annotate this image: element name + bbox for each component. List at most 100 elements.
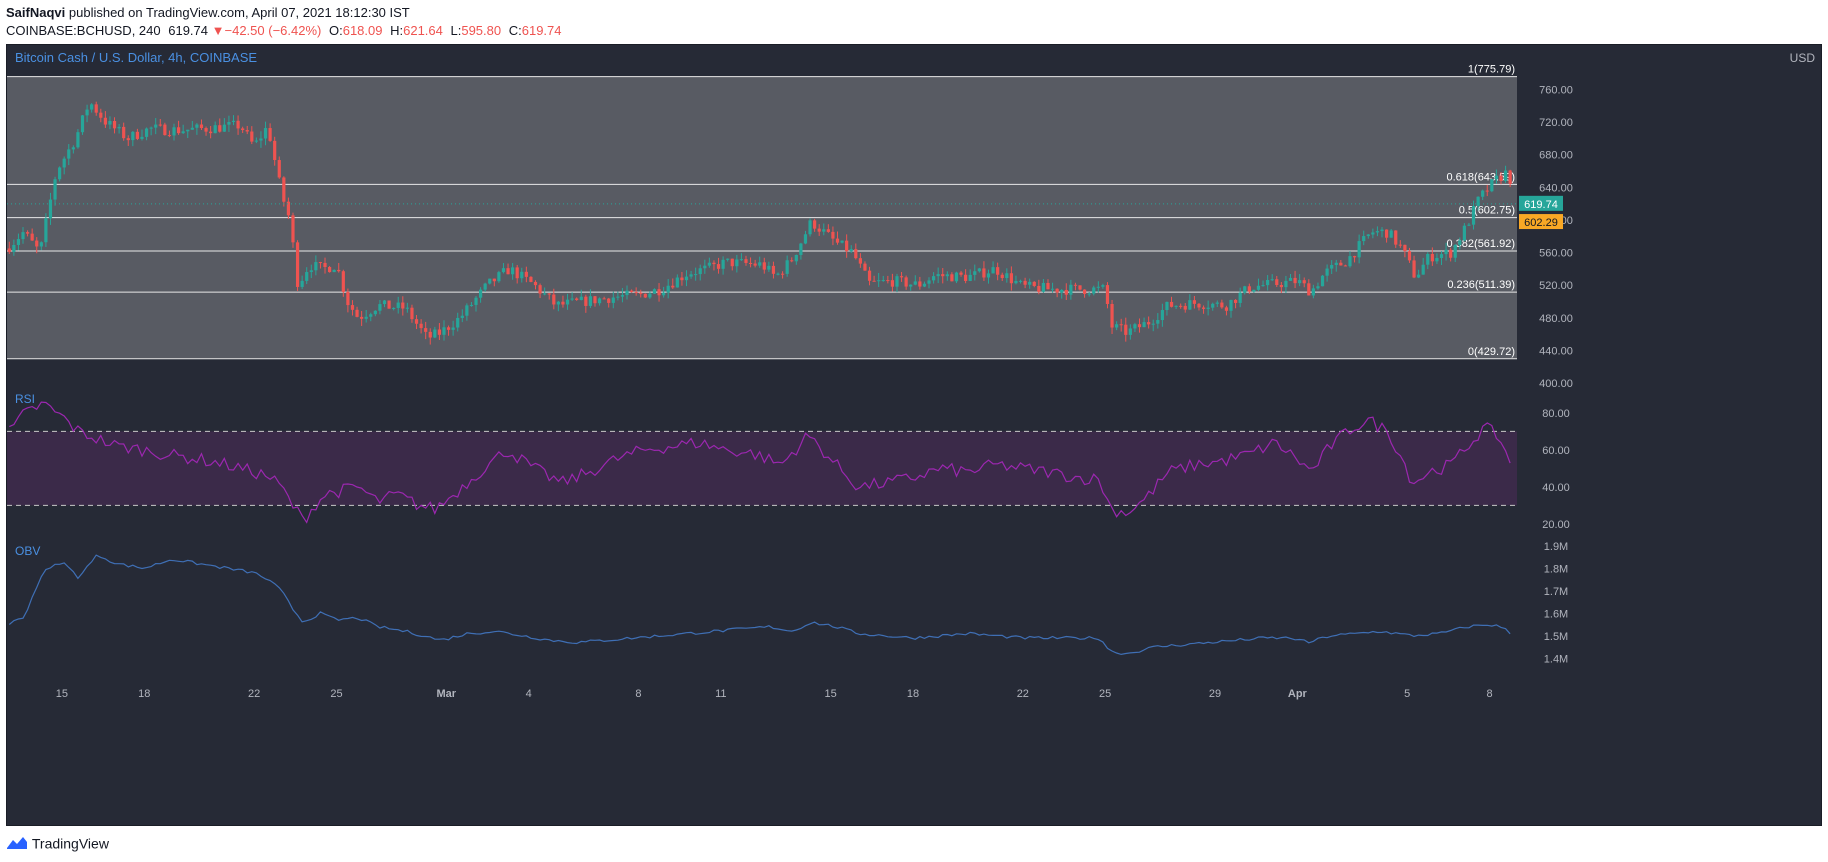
candle-body <box>401 302 405 309</box>
candle-body <box>588 296 593 306</box>
footer-brand[interactable]: TradingView <box>31 835 109 852</box>
candle-body <box>826 229 830 232</box>
candle-body <box>996 267 1000 275</box>
time-axis-tick: 8 <box>635 688 641 700</box>
candle-body <box>1073 284 1078 286</box>
candle-body <box>259 138 263 141</box>
candle-body <box>716 264 721 269</box>
candle-body <box>954 272 959 282</box>
candle-body <box>460 315 464 318</box>
candle-body <box>684 276 689 281</box>
candle-body <box>959 272 963 275</box>
candle-body <box>1421 264 1425 275</box>
time-axis-tick: 4 <box>526 688 532 700</box>
candle-body <box>1503 170 1508 181</box>
chart-frame[interactable]: 760.00720.00680.00640.00600.00560.00520.… <box>6 44 1822 826</box>
candle-body <box>877 280 881 282</box>
candle-body <box>282 177 286 202</box>
candle-body <box>634 292 638 294</box>
candle-body <box>295 242 300 287</box>
candle-body <box>1220 302 1224 308</box>
candle-body <box>131 131 135 141</box>
candle-body <box>350 305 355 310</box>
candle-body <box>1453 244 1457 258</box>
candle-body <box>1160 310 1164 321</box>
candle-body <box>694 274 698 276</box>
candle-body <box>369 314 373 317</box>
candle-body <box>149 127 153 129</box>
candle-body <box>300 280 304 287</box>
candle-body <box>323 262 327 268</box>
time-axis-tick: 11 <box>715 688 726 700</box>
candle-body <box>337 269 341 272</box>
candle-body <box>1201 307 1206 309</box>
candle-body <box>1485 190 1489 192</box>
obv-pane[interactable]: 1.9M 1.8M 1.7M 1.6M 1.5M 1.4M <box>8 541 1568 666</box>
candle-body <box>1215 302 1219 304</box>
candle-body <box>973 271 977 275</box>
chart-canvas[interactable]: 760.00720.00680.00640.00600.00560.00520.… <box>7 45 1822 826</box>
candle-body <box>831 231 835 239</box>
candle-body <box>803 234 808 244</box>
candle-body <box>204 128 208 132</box>
candle-body <box>236 120 240 129</box>
candle-body <box>1119 324 1123 326</box>
publish-line: SaifNaqvi published on TradingView.com, … <box>6 5 410 20</box>
candle-body <box>950 274 954 282</box>
candle-body <box>771 265 776 274</box>
price-axis-tick: 720.00 <box>1539 117 1573 129</box>
time-axis[interactable]: 15 18 22 25 Mar 4 8 11 15 18 22 25 29 Apr 5 8 <box>56 688 1493 700</box>
candle-body <box>890 280 895 287</box>
author-name[interactable]: SaifNaqvi <box>6 5 66 20</box>
candle-body <box>1439 254 1444 258</box>
candle-body <box>1471 205 1476 225</box>
candle-body <box>1137 324 1142 328</box>
rsi-axis-tick: 60.00 <box>1542 445 1570 457</box>
candle-body <box>122 126 126 139</box>
candle-body <box>176 127 181 134</box>
candle-body <box>680 277 684 281</box>
candle-body <box>1169 301 1174 307</box>
candle-body <box>579 296 583 300</box>
obv-line <box>8 554 1511 656</box>
rsi-pane[interactable]: 80.00 60.00 40.00 20.00 <box>7 401 1570 531</box>
price-pane[interactable]: 760.00720.00680.00640.00600.00560.00520.… <box>7 64 1573 390</box>
candle-body <box>753 263 757 266</box>
candle-body <box>446 327 451 330</box>
candle-body <box>639 292 643 294</box>
candle-body <box>520 271 524 279</box>
candle-body <box>767 265 771 270</box>
candle-body <box>744 259 748 263</box>
candle-body <box>822 229 826 232</box>
candle-body <box>986 273 991 278</box>
candle-body <box>648 293 652 298</box>
candle-body <box>1311 288 1315 296</box>
candle-body <box>1298 280 1302 284</box>
candle-body <box>396 302 400 308</box>
price-axis-tick: 440.00 <box>1539 345 1573 357</box>
candle-body <box>867 270 872 281</box>
candle-body <box>597 298 602 304</box>
candle-body <box>1403 244 1407 252</box>
candle-body <box>1481 190 1485 197</box>
candle-body <box>1009 273 1013 284</box>
candle-body <box>21 232 25 240</box>
candle-body <box>977 268 981 272</box>
candle-body <box>1417 274 1421 278</box>
candle-body <box>913 281 917 285</box>
candle-body <box>625 290 629 296</box>
obv-axis-tick: 1.6M <box>1544 608 1568 620</box>
candle-body <box>1014 280 1018 284</box>
candle-body <box>1041 282 1046 292</box>
candle-body <box>739 259 744 261</box>
candle-body <box>382 300 387 305</box>
candle-body <box>1101 285 1105 287</box>
candle-body <box>488 278 492 284</box>
candle-body <box>277 160 281 178</box>
candle-body <box>140 136 144 139</box>
candle-body <box>103 117 107 125</box>
candle-body <box>707 262 711 266</box>
candle-body <box>1508 170 1512 184</box>
candle-body <box>899 276 904 278</box>
candle-body <box>1247 286 1251 292</box>
